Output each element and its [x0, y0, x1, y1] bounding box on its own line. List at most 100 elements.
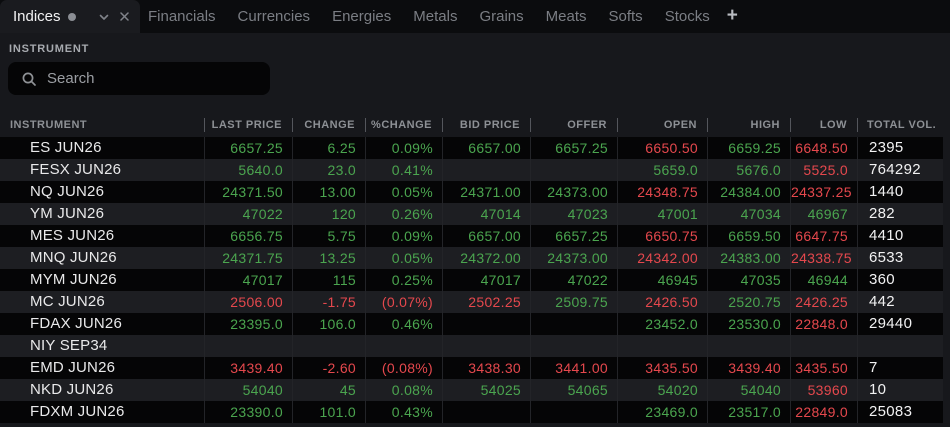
column-header-total-vol[interactable]: TOTAL VOL.	[857, 113, 943, 137]
price-cell: 6657.25	[530, 225, 617, 247]
price-cell: 5.75	[292, 225, 365, 247]
table-row[interactable]: FDAX JUN26 23395.0 106.0 0.46% 23452.0 23530.…	[0, 313, 943, 335]
price-cell: 23395.0	[204, 313, 292, 335]
instrument-cell: YM JUN26	[30, 205, 105, 222]
price-cell: 6659.25	[707, 137, 790, 159]
price-cell: -1.75	[292, 291, 365, 313]
price-cell	[204, 335, 292, 357]
tab-financials[interactable]: Financials	[148, 8, 216, 25]
price-cell	[530, 313, 617, 335]
total-volume-cell: 282	[857, 203, 943, 225]
total-volume-cell: 1440	[857, 181, 943, 203]
table-row[interactable]: FDXM JUN26 23390.0 101.0 0.43% 23469.0 23517.…	[0, 401, 943, 423]
tab-meats[interactable]: Meats	[545, 8, 587, 25]
tab-softs[interactable]: Softs	[608, 8, 643, 25]
search-input[interactable]	[47, 70, 260, 87]
price-cell: 6657.00	[442, 137, 530, 159]
column-header-last-price[interactable]: LAST PRICE	[204, 113, 292, 137]
table-row[interactable]: NKD JUN26 54040 45 0.08% 54025 54065 54020 5404…	[0, 379, 943, 401]
price-cell	[292, 335, 365, 357]
instrument-cell: NQ JUN26	[30, 183, 105, 200]
price-cell: -2.60	[292, 357, 365, 379]
add-tab-button[interactable]: +	[726, 5, 738, 26]
price-cell: 23452.0	[617, 313, 707, 335]
price-cell: 24371.50	[204, 181, 292, 203]
search-box[interactable]	[8, 62, 270, 95]
price-cell: 5659.0	[617, 159, 707, 181]
tab-currencies[interactable]: Currencies	[237, 8, 311, 25]
table-row[interactable]: ES JUN26 6657.25 6.25 0.09% 6657.00 6657.25 66…	[0, 137, 943, 159]
price-cell	[442, 159, 530, 181]
price-cell: 13.00	[292, 181, 365, 203]
tab-metals[interactable]: Metals	[413, 8, 458, 25]
total-volume-cell: 10	[857, 379, 943, 401]
tab-energies[interactable]: Energies	[332, 8, 392, 25]
price-cell: 2426.50	[617, 291, 707, 313]
total-volume-cell: 7	[857, 357, 943, 379]
price-cell: 2506.00	[204, 291, 292, 313]
tab-grains[interactable]: Grains	[479, 8, 524, 25]
table-row[interactable]: YM JUN26 47022 120 0.26% 47014 47023 47001 4703…	[0, 203, 943, 225]
table-row[interactable]: FESX JUN26 5640.0 23.0 0.41% 5659.0 5676.0 552…	[0, 159, 943, 181]
table-row[interactable]: EMD JUN26 3439.40 -2.60 (0.08%) 3438.30 3441.…	[0, 357, 943, 379]
total-volume-cell: 25083	[857, 401, 943, 423]
total-volume-cell: 29440	[857, 313, 943, 335]
price-cell	[442, 313, 530, 335]
price-cell: 24342.00	[617, 247, 707, 269]
instrument-cell: NKD JUN26	[30, 381, 114, 398]
price-cell: 24383.00	[707, 247, 790, 269]
table-row[interactable]: MYM JUN26 47017 115 0.25% 47017 47022 46945 470…	[0, 269, 943, 291]
price-cell: 47034	[707, 203, 790, 225]
total-volume-cell: 6533	[857, 247, 943, 269]
table-body: ES JUN26 6657.25 6.25 0.09% 6657.00 6657.25 66…	[0, 137, 943, 423]
price-cell: 6659.50	[707, 225, 790, 247]
instrument-cell: MES JUN26	[30, 227, 115, 244]
column-header-instrument[interactable]: INSTRUMENT	[10, 119, 88, 131]
quote-table: INSTRUMENT LAST PRICE CHANGE %CHANGE BID PRI…	[0, 113, 943, 423]
price-cell	[365, 335, 442, 357]
price-cell: (0.07%)	[365, 291, 442, 313]
chevron-down-icon[interactable]	[98, 11, 110, 23]
price-cell: 24384.00	[707, 181, 790, 203]
column-header-open[interactable]: OPEN	[617, 113, 707, 137]
price-cell: 54025	[442, 379, 530, 401]
tab-indices[interactable]: Indices	[0, 0, 140, 33]
instrument-cell: MC JUN26	[30, 293, 105, 310]
price-cell: 0.05%	[365, 181, 442, 203]
price-cell: 6648.50	[790, 137, 857, 159]
price-cell: 47022	[204, 203, 292, 225]
table-row[interactable]: MNQ JUN26 24371.75 13.25 0.05% 24372.00 24373…	[0, 247, 943, 269]
price-cell: 47022	[530, 269, 617, 291]
price-cell: 101.0	[292, 401, 365, 423]
price-cell: 0.09%	[365, 225, 442, 247]
price-cell: 3439.40	[707, 357, 790, 379]
column-header-high[interactable]: HIGH	[707, 113, 790, 137]
total-volume-cell: 764292	[857, 159, 943, 181]
column-header-bid-price[interactable]: BID PRICE	[442, 113, 530, 137]
price-cell: 3435.50	[790, 357, 857, 379]
price-cell: 0.09%	[365, 137, 442, 159]
instrument-cell: MNQ JUN26	[30, 249, 117, 266]
instrument-cell: FDAX JUN26	[30, 315, 123, 332]
column-header-change[interactable]: CHANGE	[292, 113, 365, 137]
price-cell: 24373.00	[530, 181, 617, 203]
column-header-offer[interactable]: OFFER	[530, 113, 617, 137]
price-cell	[530, 401, 617, 423]
table-row[interactable]: NIY SEP34	[0, 335, 943, 357]
instrument-cell: ES JUN26	[30, 139, 102, 156]
column-header-low[interactable]: LOW	[790, 113, 857, 137]
table-row[interactable]: MES JUN26 6656.75 5.75 0.09% 6657.00 6657.25 6…	[0, 225, 943, 247]
total-volume-cell	[857, 335, 943, 357]
price-cell: 0.08%	[365, 379, 442, 401]
price-cell: 3435.50	[617, 357, 707, 379]
close-tab-icon[interactable]	[119, 11, 130, 22]
price-cell: 23530.0	[707, 313, 790, 335]
price-cell: 0.41%	[365, 159, 442, 181]
table-row[interactable]: NQ JUN26 24371.50 13.00 0.05% 24371.00 24373.…	[0, 181, 943, 203]
price-cell: 6650.75	[617, 225, 707, 247]
price-cell	[442, 401, 530, 423]
table-row[interactable]: MC JUN26 2506.00 -1.75 (0.07%) 2502.25 2509.7…	[0, 291, 943, 313]
tab-stocks[interactable]: Stocks	[664, 8, 710, 25]
price-cell	[707, 335, 790, 357]
column-header-change[interactable]: %CHANGE	[365, 113, 442, 137]
